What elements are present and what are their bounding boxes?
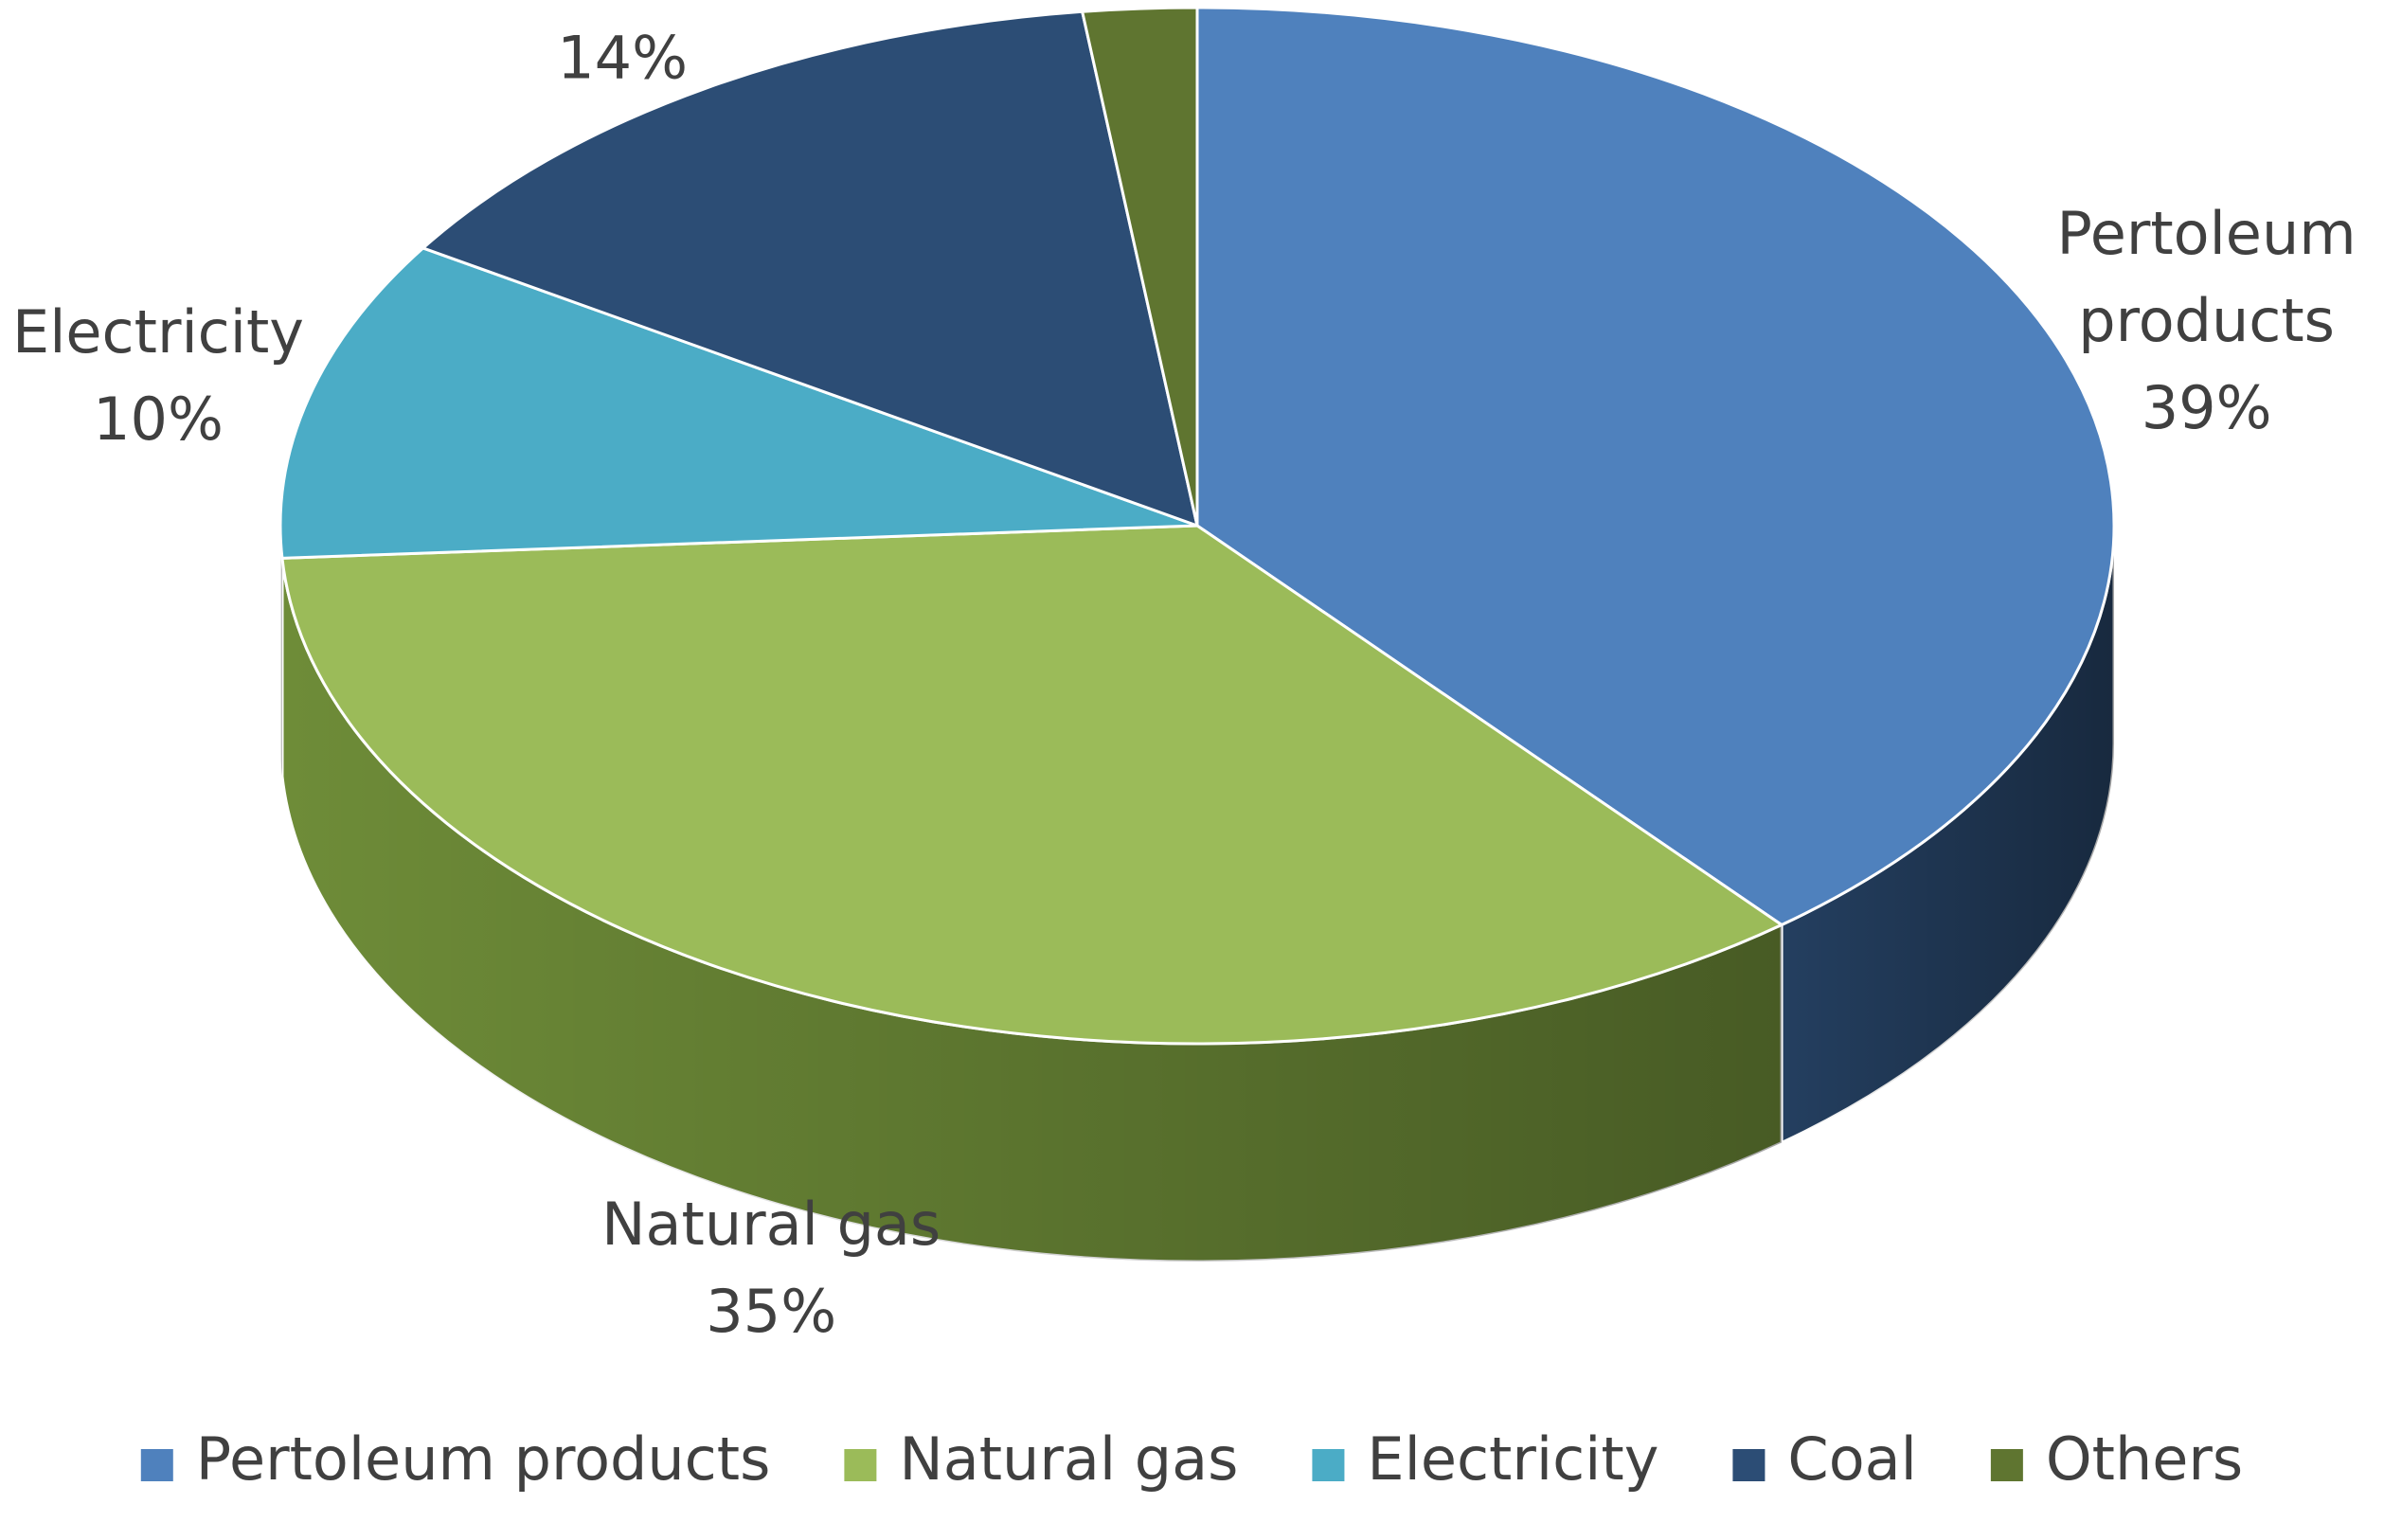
legend-label: Coal [1787,1424,1916,1494]
data-labels: Pertoleum products 39% Natural gas 35% Electr… [12,0,2357,1346]
legend-label: Electricity [1367,1424,1658,1494]
data-label-natural-gas: Natural gas 35% [601,1190,941,1346]
legend-item-electricity[interactable]: Electricity [1312,1424,1658,1494]
legend: Pertoleum products Natural gas Electricity… [140,1424,2243,1494]
slice-pertoleum-products[interactable] [1195,6,2116,926]
data-label-electricity: Electricity 10% [12,297,304,454]
legend-item-others[interactable]: Others [1990,1424,2243,1494]
data-label-percent: 35% [706,1277,836,1346]
legend-swatch [140,1449,173,1481]
pie-slices [278,6,2116,1046]
data-label-pertoleum-products: Pertoleum products 39% [2057,199,2357,442]
legend-label: Others [2046,1424,2243,1494]
legend-label: Natural gas [899,1424,1238,1494]
data-label-percent: 10% [93,385,224,454]
data-label-category: Pertoleum [2057,199,2357,268]
legend-swatch [1312,1449,1345,1481]
legend-item-pertoleum-products[interactable]: Pertoleum products [140,1424,771,1494]
slice-others[interactable] [1081,6,1199,528]
slice-coal[interactable] [421,9,1199,528]
slice-natural-gas[interactable] [280,524,1784,1046]
data-label-category: Natural gas [601,1190,941,1259]
legend-item-coal[interactable]: Coal [1732,1424,1917,1494]
pie-side-walls [278,525,2116,1263]
legend-swatch [844,1449,877,1481]
legend-item-natural-gas[interactable]: Natural gas [844,1424,1238,1494]
slice-side-shade-electricity [280,526,282,777]
slice-side-shade-natural-gas [281,558,1783,1262]
legend-swatch [1732,1449,1766,1481]
data-label-coal: Coal 14% [557,0,688,93]
data-label-percent: 39% [2142,373,2272,442]
data-label-category: Electricity [12,297,304,367]
data-label-category: Coal [558,0,687,6]
slice-side-shade-pertoleum-products [1782,526,2114,1143]
legend-swatch [1990,1449,2023,1481]
slice-electricity[interactable] [278,246,1199,560]
data-label-percent: 14% [557,24,688,93]
legend-label: Pertoleum products [196,1424,771,1494]
data-label-category: products [2078,286,2335,355]
